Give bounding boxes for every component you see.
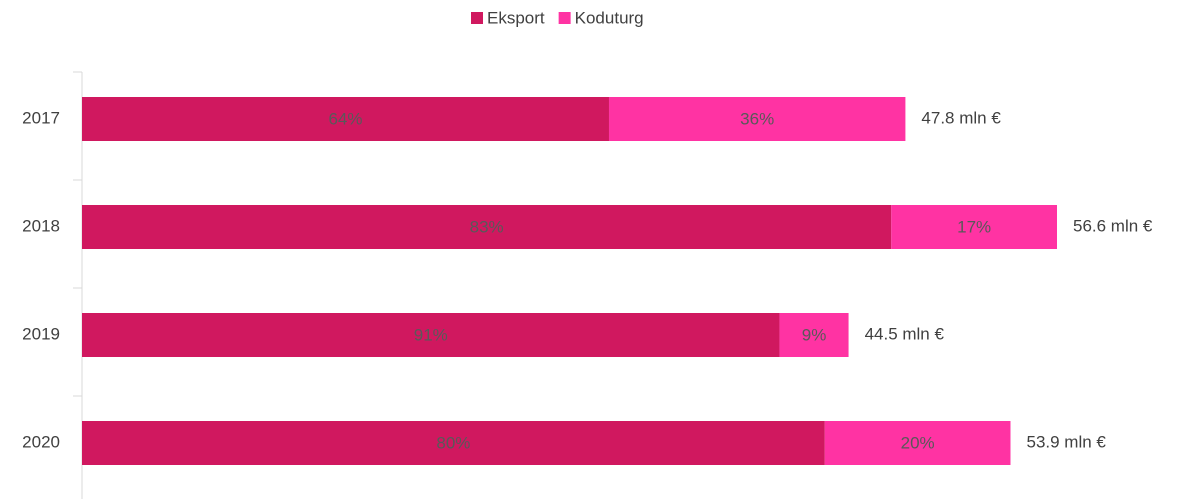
legend-swatch (558, 12, 571, 24)
seg-label: 20% (901, 433, 935, 452)
bar-segment (82, 313, 780, 357)
bar-segment (82, 421, 825, 465)
total-label: 56.6 mln € (1073, 216, 1153, 235)
legend-label: Koduturg (575, 8, 644, 27)
legend-label: Eksport (487, 8, 545, 27)
y-tick-label: 2018 (22, 216, 60, 235)
seg-label: 64% (328, 109, 362, 128)
bar-segment (779, 313, 849, 357)
bar-segment (82, 205, 892, 249)
seg-label: 83% (470, 217, 504, 236)
bar-segment (891, 205, 1057, 249)
y-tick-label: 2017 (22, 108, 60, 127)
y-tick-label: 2019 (22, 324, 60, 343)
total-label: 47.8 mln € (921, 108, 1001, 127)
seg-label: 36% (740, 109, 774, 128)
total-label: 53.9 mln € (1026, 432, 1106, 451)
seg-label: 80% (436, 433, 470, 452)
seg-label: 91% (414, 325, 448, 344)
seg-label: 17% (957, 217, 991, 236)
bar-segment (82, 97, 609, 141)
total-label: 44.5 mln € (865, 324, 945, 343)
bar-segment (824, 421, 1011, 465)
legend-swatch (471, 12, 483, 24)
bar-segment (608, 97, 906, 141)
y-tick-label: 2020 (22, 432, 60, 451)
seg-label: 9% (802, 325, 827, 344)
